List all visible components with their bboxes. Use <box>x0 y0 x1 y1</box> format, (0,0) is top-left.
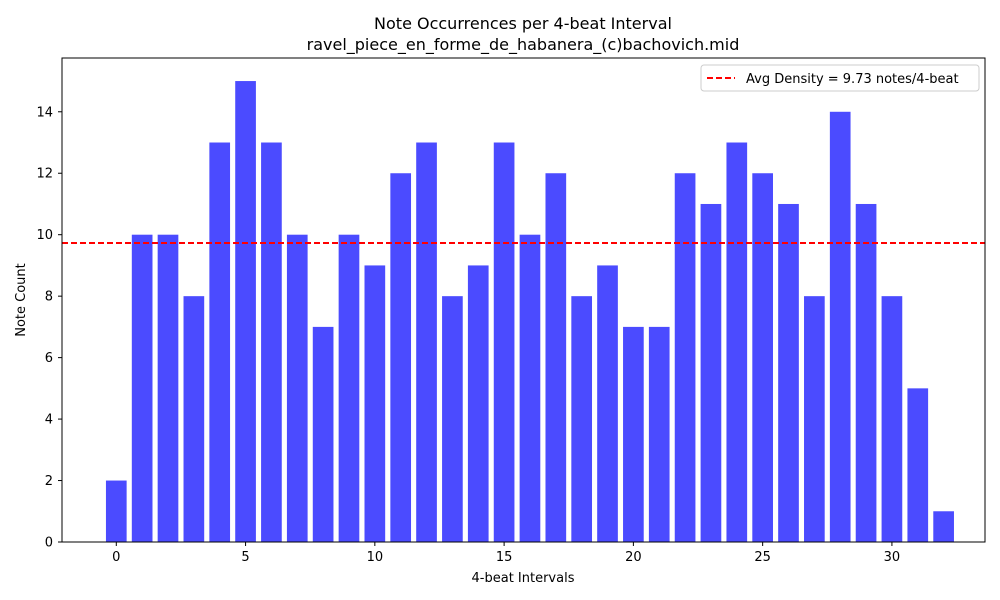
y-tick-label: 6 <box>45 351 53 366</box>
y-axis-ticks: 0 2 4 6 8 10 12 14 <box>36 105 62 551</box>
bar-interval-23 <box>700 203 722 542</box>
legend-box <box>700 64 980 92</box>
bar-interval-21 <box>648 326 670 542</box>
bar-interval-2 <box>157 234 179 542</box>
bar-interval-28 <box>829 111 851 542</box>
y-tick-label: 0 <box>45 536 53 551</box>
bar-interval-8 <box>312 326 334 542</box>
bar-interval-26 <box>778 203 799 542</box>
x-tick-label: 25 <box>754 550 771 565</box>
bar-interval-30 <box>881 296 903 542</box>
bar-interval-32 <box>933 511 954 542</box>
chart-title: Note Occurrences per 4-beat Interval <box>374 14 672 33</box>
bar-interval-11 <box>390 173 412 543</box>
bar-interval-22 <box>674 173 696 543</box>
y-tick-label: 4 <box>45 413 53 428</box>
x-tick-label: 5 <box>241 550 249 565</box>
y-tick-label: 10 <box>36 228 53 243</box>
bar-interval-0 <box>105 480 127 542</box>
y-tick-label: 12 <box>36 167 53 182</box>
bar-interval-18 <box>571 296 593 542</box>
plot-frame <box>61 57 986 543</box>
bar-interval-29 <box>855 203 877 542</box>
chart-subtitle: ravel_piece_en_forme_de_habanera_(c)bach… <box>307 35 740 55</box>
bar-interval-9 <box>338 234 360 542</box>
bar-interval-13 <box>442 296 463 542</box>
x-tick-label: 15 <box>496 550 513 565</box>
x-tick-label: 20 <box>625 550 642 565</box>
bar-interval-12 <box>416 142 437 542</box>
x-axis-ticks: 0 5 10 15 20 25 30 <box>112 542 900 565</box>
bar-interval-15 <box>493 142 515 542</box>
bar-interval-7 <box>286 234 308 542</box>
y-axis-label: Note Count <box>14 263 29 337</box>
bar-interval-14 <box>467 265 489 542</box>
bar-interval-27 <box>804 296 825 542</box>
bars-group <box>105 81 954 543</box>
bar-interval-25 <box>752 173 773 543</box>
bar-interval-4 <box>209 142 231 542</box>
bar-interval-1 <box>131 234 153 542</box>
x-axis-label: 4-beat Intervals <box>472 571 575 586</box>
bar-interval-31 <box>907 388 929 542</box>
legend-label: Avg Density = 9.73 notes/4-beat <box>746 72 959 87</box>
y-tick-label: 2 <box>45 474 53 489</box>
bar-interval-24 <box>726 142 748 542</box>
bar-interval-3 <box>183 296 205 542</box>
x-tick-label: 10 <box>367 550 384 565</box>
x-tick-label: 0 <box>112 550 120 565</box>
legend: Avg Density = 9.73 notes/4-beat <box>700 64 980 92</box>
bar-interval-5 <box>235 81 256 543</box>
bar-interval-17 <box>545 173 567 543</box>
bar-interval-16 <box>519 234 541 542</box>
y-tick-label: 8 <box>45 290 53 305</box>
bar-interval-6 <box>261 142 282 542</box>
bar-interval-20 <box>623 326 644 542</box>
x-tick-label: 30 <box>884 550 901 565</box>
y-tick-label: 14 <box>36 105 53 120</box>
bar-interval-10 <box>364 265 386 542</box>
bar-interval-19 <box>597 265 618 542</box>
